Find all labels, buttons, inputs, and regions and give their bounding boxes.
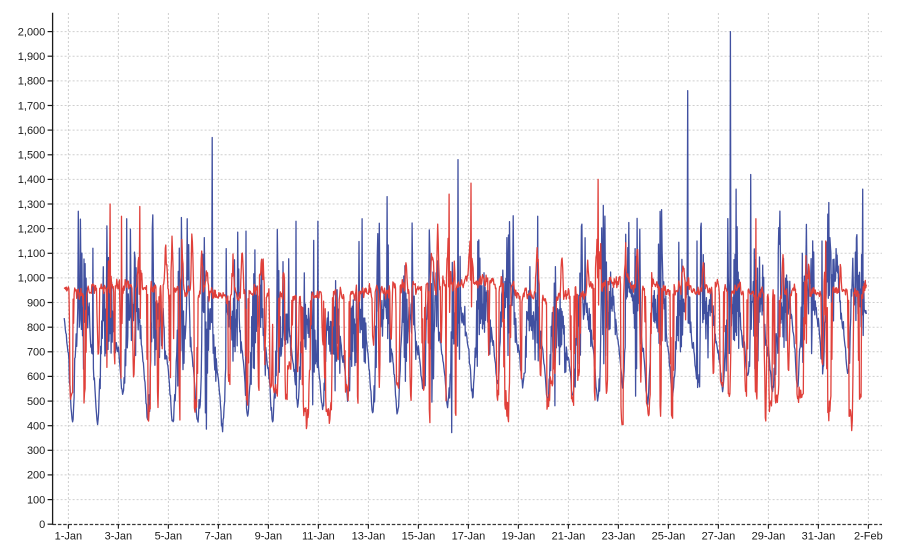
svg-text:1,600: 1,600 [18,125,46,137]
svg-text:25-Jan: 25-Jan [652,531,686,543]
svg-text:500: 500 [27,396,45,408]
svg-text:2-Feb: 2-Feb [854,531,883,543]
svg-text:23-Jan: 23-Jan [602,531,636,543]
svg-text:300: 300 [27,445,45,457]
svg-text:21-Jan: 21-Jan [552,531,586,543]
svg-text:29-Jan: 29-Jan [752,531,786,543]
svg-text:2,000: 2,000 [18,26,46,38]
svg-text:13-Jan: 13-Jan [352,531,386,543]
svg-text:200: 200 [27,470,45,482]
svg-text:3-Jan: 3-Jan [105,531,133,543]
svg-text:7-Jan: 7-Jan [205,531,233,543]
svg-text:900: 900 [27,297,45,309]
svg-text:1,900: 1,900 [18,51,46,63]
svg-text:27-Jan: 27-Jan [702,531,736,543]
svg-text:700: 700 [27,347,45,359]
svg-text:1,300: 1,300 [18,199,46,211]
svg-text:100: 100 [27,494,45,506]
svg-text:1,800: 1,800 [18,76,46,88]
svg-text:11-Jan: 11-Jan [302,531,335,543]
svg-text:0: 0 [39,519,45,531]
svg-text:9-Jan: 9-Jan [255,531,283,543]
svg-text:5-Jan: 5-Jan [155,531,183,543]
svg-text:1,500: 1,500 [18,150,46,162]
svg-text:31-Jan: 31-Jan [802,531,836,543]
svg-text:1,000: 1,000 [18,273,46,285]
svg-text:1-Jan: 1-Jan [55,531,83,543]
svg-text:1,200: 1,200 [18,223,46,235]
svg-text:17-Jan: 17-Jan [452,531,486,543]
svg-text:15-Jan: 15-Jan [402,531,436,543]
svg-text:1,100: 1,100 [18,248,46,260]
svg-text:400: 400 [27,421,45,433]
svg-text:1,700: 1,700 [18,100,46,112]
svg-text:800: 800 [27,322,45,334]
svg-text:600: 600 [27,371,45,383]
svg-text:19-Jan: 19-Jan [502,531,536,543]
svg-text:1,400: 1,400 [18,174,46,186]
